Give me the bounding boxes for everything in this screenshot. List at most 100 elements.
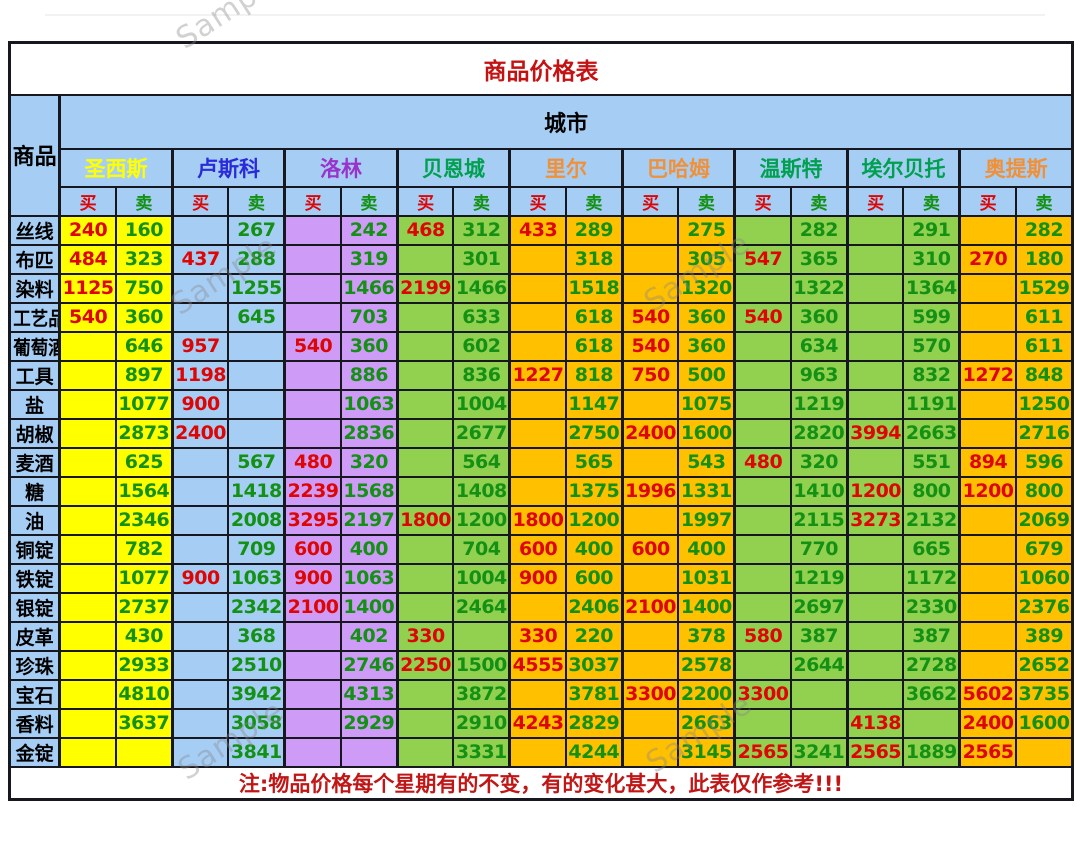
price-table-container: 商品价格表 商品 城市 圣西斯 卢斯科 洛林 贝恩城 里尔 巴哈姆 温斯特 埃尔贝托 奥提斯 买… — [8, 41, 1074, 801]
price-cell-sell: 282 — [1015, 214, 1074, 246]
price-cell-buy — [958, 562, 1017, 594]
price-cell-buy: 4555 — [508, 649, 567, 681]
price-cell-buy — [58, 388, 117, 420]
note-row: 注:物品价格每个星期有的不变，有的变化甚大，此表仅作参考!!! — [8, 765, 1074, 800]
price-cell-sell: 836 — [452, 359, 511, 391]
price-cell-buy: 468 — [395, 214, 455, 246]
price-cell-sell: 402 — [340, 620, 399, 652]
sell-column-header: 卖 — [340, 185, 399, 217]
price-cell-sell: 646 — [115, 330, 174, 362]
city-header: 奥提斯 — [958, 147, 1074, 188]
price-cell-sell: 1191 — [902, 388, 961, 420]
page-title: 商品价格表 — [8, 41, 1074, 96]
price-cell-buy: 547 — [733, 243, 792, 275]
price-cell-sell: 1320 — [677, 272, 736, 304]
price-cell-buy — [845, 562, 905, 594]
price-cell-sell: 2510 — [227, 649, 286, 681]
price-cell-sell: 2342 — [227, 591, 286, 623]
price-cell-sell: 897 — [115, 359, 174, 391]
price-cell-buy: 540 — [58, 301, 117, 333]
price-cell-sell: 378 — [677, 620, 736, 652]
price-cell-buy — [620, 620, 680, 652]
price-cell-sell: 1077 — [115, 562, 174, 594]
price-cell-sell: 368 — [227, 620, 286, 652]
product-row: 金锭 3841 3331 4244 3145 2565 3241 2565 1889 2565 — [8, 736, 1074, 768]
city-header: 卢斯科 — [170, 147, 286, 188]
price-cell-sell: 387 — [790, 620, 849, 652]
price-cell-sell: 2663 — [677, 707, 736, 739]
price-cell-sell: 2750 — [565, 417, 624, 449]
product-label: 香料 — [8, 707, 62, 739]
price-cell-buy — [508, 678, 567, 710]
sell-column-header: 卖 — [790, 185, 849, 217]
price-cell-sell: 3145 — [677, 736, 736, 768]
product-label: 糖 — [8, 475, 62, 507]
price-cell-sell: 3241 — [790, 736, 849, 768]
price-cell-buy — [395, 243, 455, 275]
price-cell-sell: 301 — [452, 243, 511, 275]
price-cell-sell: 3037 — [565, 649, 624, 681]
price-cell-buy — [620, 562, 680, 594]
price-cell-buy: 600 — [620, 533, 680, 565]
price-cell-sell: 3872 — [452, 678, 511, 710]
price-cell-buy — [395, 417, 455, 449]
price-cell-sell: 665 — [902, 533, 961, 565]
price-cell-buy: 540 — [283, 330, 342, 362]
price-cell-buy: 540 — [733, 301, 792, 333]
price-cell-buy: 5602 — [958, 678, 1017, 710]
price-cell-sell: 2464 — [452, 591, 511, 623]
price-cell-buy: 480 — [733, 446, 792, 478]
price-cell-buy: 2565 — [733, 736, 792, 768]
price-cell-buy — [508, 388, 567, 420]
price-cell-buy — [283, 678, 342, 710]
product-label: 工艺品 — [8, 301, 62, 333]
price-cell-sell: 2346 — [115, 504, 174, 536]
price-cell-sell: 323 — [115, 243, 174, 275]
price-cell-buy — [733, 591, 792, 623]
product-row: 铜锭 782 709 600 400 704 600 400 600 400 770 665 679 — [8, 533, 1074, 565]
price-cell-sell: 1004 — [452, 562, 511, 594]
price-cell-sell: 1255 — [227, 272, 286, 304]
price-cell-buy — [395, 475, 455, 507]
price-cell-buy: 2400 — [170, 417, 230, 449]
price-cell-sell: 400 — [677, 533, 736, 565]
buy-column-header: 买 — [620, 185, 680, 217]
price-cell-sell: 611 — [1015, 301, 1074, 333]
price-cell-buy: 1996 — [620, 475, 680, 507]
product-row: 麦酒 625 567 480 320 564 565 543 480 320 551 894 596 — [8, 446, 1074, 478]
price-cell-sell: 703 — [340, 301, 399, 333]
price-cell-buy — [395, 591, 455, 623]
price-cell-sell: 599 — [902, 301, 961, 333]
price-cell-buy: 1272 — [958, 359, 1017, 391]
price-cell-sell: 2836 — [340, 417, 399, 449]
price-cell-sell — [790, 707, 849, 739]
price-cell-buy — [395, 736, 455, 768]
price-table: 商品价格表 商品 城市 圣西斯 卢斯科 洛林 贝恩城 里尔 巴哈姆 温斯特 埃尔贝托 奥提斯 买… — [8, 41, 1074, 801]
buy-column-header: 买 — [508, 185, 567, 217]
price-cell-sell: 3058 — [227, 707, 286, 739]
price-cell-sell: 242 — [340, 214, 399, 246]
price-cell-buy — [395, 359, 455, 391]
price-cell-sell: 1250 — [1015, 388, 1074, 420]
price-cell-buy — [170, 736, 230, 768]
price-cell-buy — [170, 591, 230, 623]
price-cell-buy: 1125 — [58, 272, 117, 304]
price-cell-sell: 1219 — [790, 388, 849, 420]
price-cell-buy — [620, 272, 680, 304]
product-label: 胡椒 — [8, 417, 62, 449]
price-cell-buy — [508, 301, 567, 333]
price-cell-buy — [958, 272, 1017, 304]
price-cell-buy — [283, 243, 342, 275]
buy-column-header: 买 — [845, 185, 905, 217]
sell-column-header: 卖 — [227, 185, 286, 217]
price-cell-sell: 1200 — [565, 504, 624, 536]
price-cell-sell: 3735 — [1015, 678, 1074, 710]
price-cell-buy: 750 — [620, 359, 680, 391]
price-cell-buy: 600 — [283, 533, 342, 565]
price-cell-buy — [58, 504, 117, 536]
price-cell-sell — [227, 359, 286, 391]
price-cell-sell: 365 — [790, 243, 849, 275]
price-cell-buy — [620, 214, 680, 246]
price-cell-sell: 288 — [227, 243, 286, 275]
price-cell-buy — [283, 736, 342, 768]
